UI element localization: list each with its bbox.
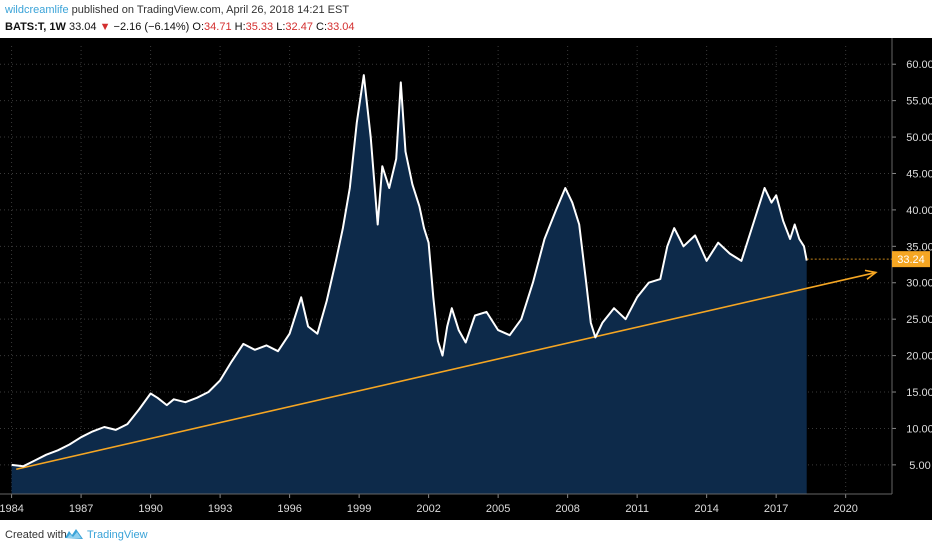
x-tick-label: 2011 (625, 503, 649, 515)
publish-info: wildcreamlife published on TradingView.c… (5, 4, 349, 16)
price-area-fill (11, 75, 807, 494)
low-label: L: (276, 21, 286, 33)
tradingview-logo-icon[interactable] (64, 527, 84, 541)
x-tick-label: 2020 (833, 503, 857, 515)
price-chart[interactable]: 5.00 10.00 15.00 20.00 25.00 30.00 35.00 40.00 4… (0, 38, 932, 520)
created-with-text: Created with (5, 529, 67, 541)
y-tick-label: 5.00 (909, 460, 930, 472)
y-tick-label: 30.00 (906, 278, 932, 290)
tradingview-brand-link[interactable]: TradingView (87, 529, 148, 541)
high-label: H: (234, 21, 246, 33)
x-tick-label: 2002 (416, 503, 440, 515)
x-tick-label: 2014 (694, 503, 718, 515)
y-tick-label: 50.00 (906, 132, 932, 144)
y-tick-label: 55.00 (906, 96, 932, 108)
y-tick-label: 10.00 (906, 423, 932, 435)
trendline-arrowhead (864, 269, 878, 280)
y-tick-label: 20.00 (906, 351, 932, 363)
area-fill-layer (11, 75, 807, 494)
x-tick-label: 1999 (347, 503, 371, 515)
open-value: 34.71 (204, 21, 232, 33)
open-label: O: (192, 21, 205, 33)
x-tick-label: 1990 (138, 503, 162, 515)
trendline-layer (16, 269, 878, 471)
x-tick-label: 2008 (555, 503, 579, 515)
symbol-label: BATS:T, 1W (5, 21, 66, 33)
symbol-info: BATS:T, 1W 33.04 ▼ −2.16 (−6.14%) O:34.7… (5, 21, 355, 33)
close-value: 33.04 (327, 21, 355, 33)
price-line-layer (11, 74, 808, 468)
axes: 5.00 10.00 15.00 20.00 25.00 30.00 35.00 40.00 4… (0, 38, 932, 515)
y-tick-label: 15.00 (906, 387, 932, 399)
author-link[interactable]: wildcreamlife (5, 4, 69, 16)
current-price-label: 33.24 (897, 254, 925, 266)
published-text: published on TradingView.com, April 26, … (71, 4, 350, 16)
x-tick-label: 1987 (69, 503, 93, 515)
price-change: −2.16 (−6.14%) (113, 21, 190, 33)
price-label-layer: 33.24 (806, 251, 930, 268)
x-tick-label: 1993 (208, 503, 232, 515)
y-tick-label: 60.00 (906, 59, 932, 71)
x-tick-label: 1996 (277, 503, 301, 515)
footer: Created with TradingView (0, 520, 932, 550)
high-value: 35.33 (245, 21, 274, 33)
y-tick-label: 35.00 (906, 241, 932, 253)
y-tick-label: 45.00 (906, 168, 932, 180)
chart-panel[interactable]: 5.00 10.00 15.00 20.00 25.00 30.00 35.00 40.00 4… (0, 38, 932, 520)
current-price-badge (892, 251, 930, 268)
chart-header: wildcreamlife published on TradingView.c… (0, 0, 932, 38)
x-tick-label: 1984 (0, 503, 24, 515)
down-arrow-icon: ▼ (99, 21, 111, 33)
close-label: C: (316, 21, 328, 33)
trendline[interactable] (16, 271, 876, 471)
x-tick-label: 2017 (764, 503, 788, 515)
y-tick-label: 40.00 (906, 205, 932, 217)
last-price: 33.04 (68, 21, 97, 33)
price-series-line (11, 74, 808, 468)
low-value: 32.47 (285, 21, 313, 33)
x-tick-label: 2005 (486, 503, 510, 515)
y-tick-label: 25.00 (906, 314, 932, 326)
